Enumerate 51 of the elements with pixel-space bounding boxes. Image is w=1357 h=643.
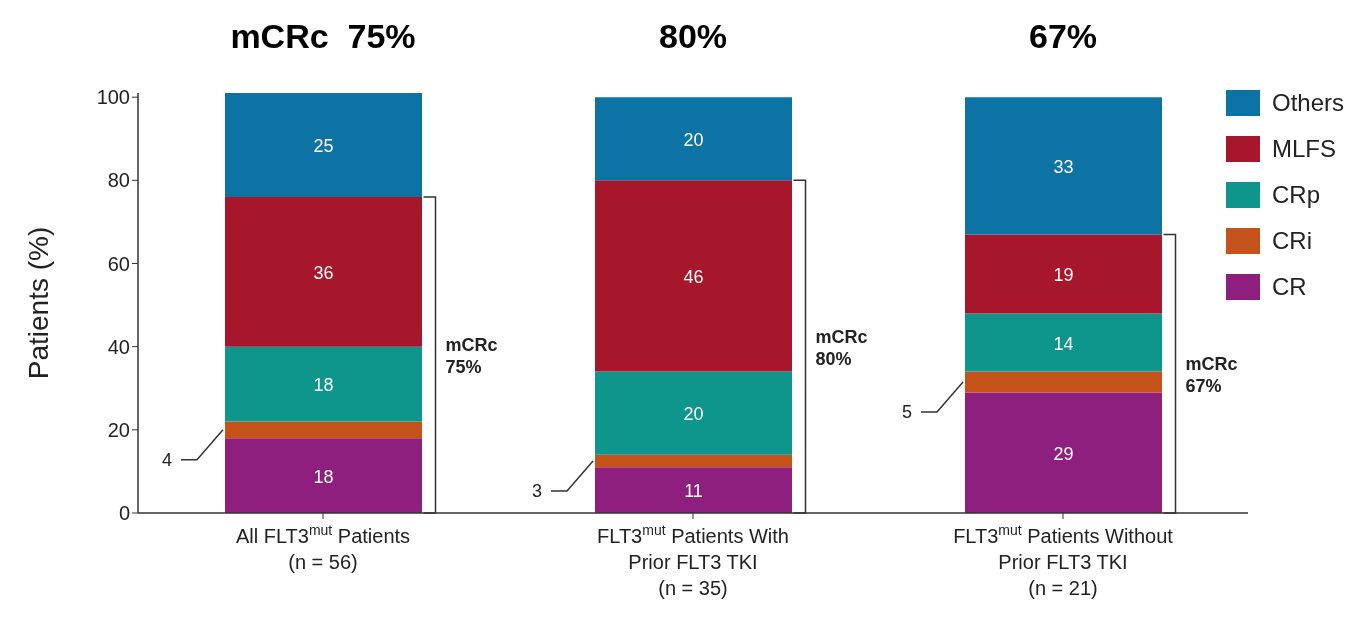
- bar: [225, 438, 422, 513]
- x-tick-label: All FLT3$^{mut}$ Patients (n = 56): [235, 522, 411, 573]
- annotation: mCRc 75%: [445, 334, 498, 377]
- data-label: 25: [313, 135, 334, 156]
- bar: [225, 196, 422, 347]
- bar: [595, 97, 792, 181]
- legend-label: MLFS: [1272, 135, 1337, 163]
- x-tick-label: FLT3$^{mut}$ Patients Without Prior FLT3 TKI (n = 21): [953, 522, 1174, 599]
- bar: [595, 467, 792, 513]
- data-label: 29: [1053, 443, 1074, 464]
- text: 80%: [658, 17, 728, 55]
- data-label: 46: [683, 266, 704, 287]
- legend-label: CRi: [1272, 227, 1312, 255]
- y-tick-label: 20: [107, 418, 130, 441]
- text: 67%: [1028, 17, 1098, 55]
- bar: [965, 371, 1162, 393]
- data-label: 33: [1053, 156, 1074, 177]
- data-label: 18: [313, 466, 334, 487]
- x-tick-label: FLT3$^{mut}$ Patients With Prior FLT3 TKI (n = 35): [597, 522, 789, 599]
- annotation: mCRc 67%: [1185, 353, 1238, 396]
- bar: [965, 313, 1162, 372]
- data-label: 11: [684, 481, 703, 502]
- y-axis-title: Patients (%): [22, 226, 54, 380]
- data-label: 4: [161, 449, 173, 470]
- data-label: 36: [313, 262, 334, 283]
- bar: [595, 454, 792, 468]
- bar: [965, 392, 1162, 513]
- legend-label: Others: [1272, 89, 1345, 117]
- data-label: 3: [531, 481, 543, 502]
- bar: [225, 421, 422, 439]
- bar: [225, 93, 422, 197]
- bar: [595, 180, 792, 372]
- bar: [965, 234, 1162, 314]
- legend-label: CRp: [1272, 181, 1321, 209]
- y-tick-label: 80: [107, 169, 130, 192]
- y-tick-label: 60: [107, 252, 130, 275]
- legend-label: CR: [1272, 273, 1307, 301]
- data-label: 20: [683, 129, 704, 150]
- data-label: 20: [683, 404, 704, 425]
- y-tick-label: 40: [107, 335, 130, 358]
- bar: [595, 371, 792, 455]
- data-label: 5: [901, 402, 913, 423]
- data-label: 18: [313, 375, 334, 396]
- data-label: 19: [1053, 264, 1074, 285]
- bar: [225, 346, 422, 422]
- y-tick-label: 0: [118, 502, 130, 525]
- data-label: 14: [1053, 333, 1074, 354]
- bar: [965, 97, 1162, 235]
- annotation: mCRc 80%: [815, 326, 868, 369]
- y-tick-label: 100: [96, 86, 130, 109]
- text: mCRc 75%: [230, 17, 416, 55]
